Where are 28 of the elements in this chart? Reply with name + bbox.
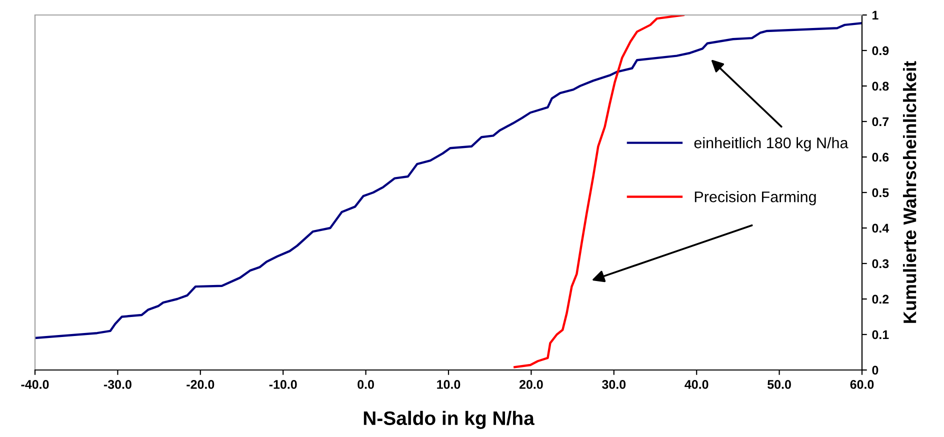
x-tick-label: 40.0 [684, 380, 708, 389]
y-tick-label: 0.8 [872, 82, 889, 91]
x-tick-label: 10.0 [437, 380, 460, 389]
x-tick-label: 20.0 [519, 380, 543, 389]
y-tick-label: 0.3 [872, 259, 889, 268]
y-tick-label: 0.2 [872, 294, 889, 304]
x-tick-label: 0.0 [358, 380, 374, 389]
y-tick-label: 0.7 [872, 117, 889, 126]
x-tick-label: -40.0 [21, 380, 49, 389]
legend-label: einheitlich 180 kg N/ha [694, 137, 848, 152]
line-series [514, 15, 684, 368]
x-tick-label: -30.0 [104, 380, 132, 389]
line-series [35, 22, 862, 340]
y-tick-label: 0.5 [872, 188, 889, 198]
x-tick-label: 50.0 [768, 380, 791, 389]
x-tick-label: -20.0 [186, 380, 214, 389]
y-axis-title: Kumulierte Wahrscheinlichkeit [902, 61, 916, 323]
y-tick-label: 0.4 [872, 224, 890, 233]
y-tick-label: 1 [872, 10, 878, 20]
legend-label: Precision Farming [694, 191, 816, 206]
y-tick-label: 0.9 [872, 46, 889, 56]
x-axis-title: N-Saldo in kg N/ha [364, 410, 535, 430]
x-tick-label: 30.0 [602, 380, 626, 389]
x-tick-label: -10.0 [269, 380, 297, 389]
y-tick-label: 0 [872, 366, 878, 375]
y-tick-label: 0.1 [872, 330, 889, 340]
y-tick-label: 0.6 [872, 152, 889, 162]
x-tick-label: 60.0 [850, 380, 874, 389]
